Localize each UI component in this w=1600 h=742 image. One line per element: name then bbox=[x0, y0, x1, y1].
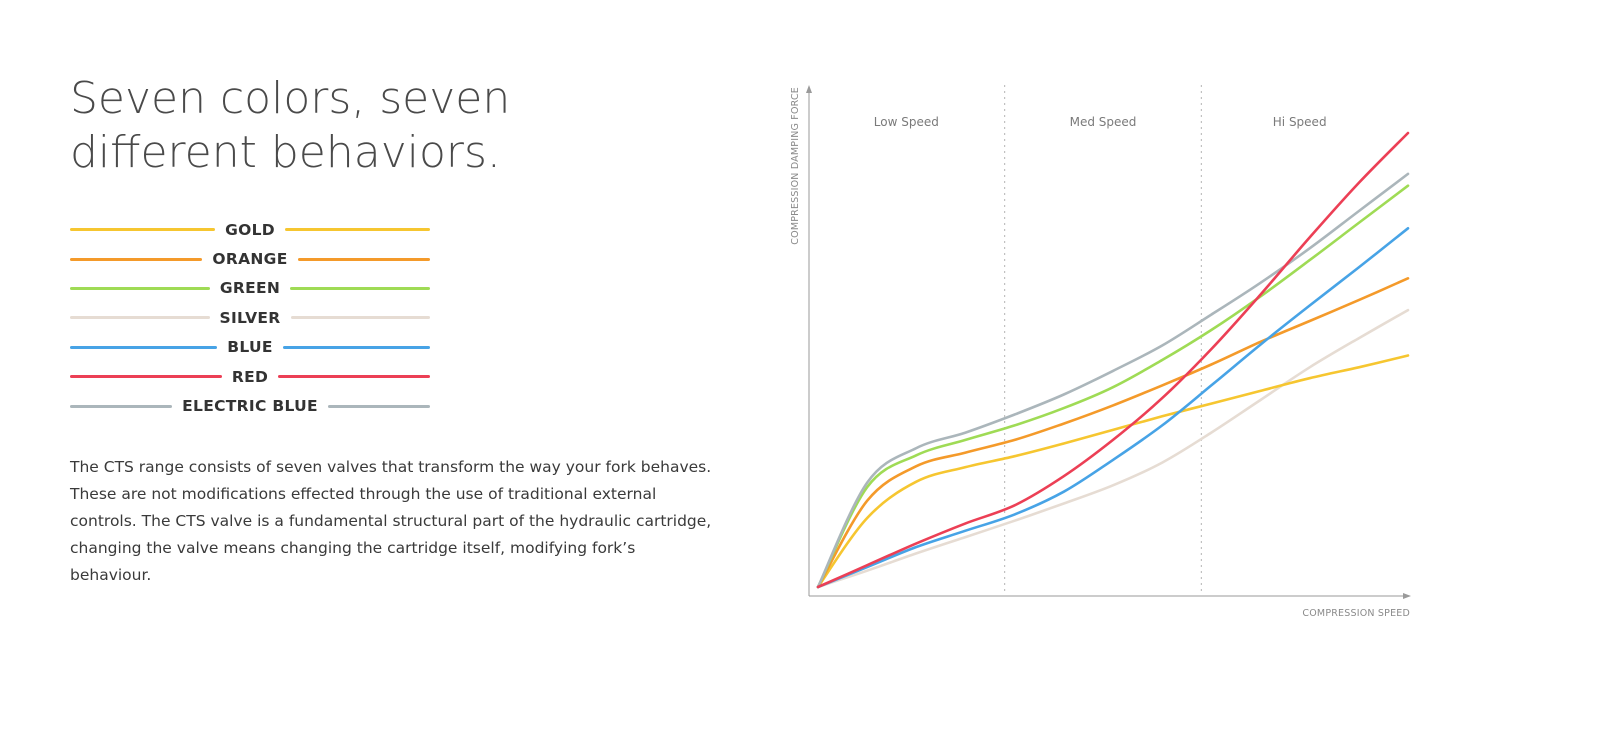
legend-swatch-left bbox=[70, 257, 203, 261]
x-axis-label: COMPRESSION SPEED bbox=[1302, 608, 1410, 619]
legend-item: ORANGE bbox=[70, 244, 431, 273]
legend-label: GOLD bbox=[225, 220, 275, 239]
zone-label: Low Speed bbox=[874, 115, 939, 129]
legend-item: SILVER bbox=[70, 303, 430, 332]
series-line-gold bbox=[816, 354, 1410, 589]
legend-item: GOLD bbox=[70, 215, 430, 244]
series-line-silver bbox=[816, 308, 1410, 589]
valve-color-legend: GOLD ORANGE GREEN SILVER BLUE RED ELECTRIC BLU… bbox=[70, 215, 431, 421]
zone-label: Hi Speed bbox=[1273, 115, 1327, 129]
legend-label: SILVER bbox=[219, 308, 281, 327]
legend-swatch-right bbox=[327, 404, 431, 408]
legend-swatch-left bbox=[70, 404, 173, 408]
x-axis-arrow bbox=[1403, 593, 1411, 599]
series-line-electric-blue bbox=[816, 172, 1410, 589]
damping-chart-svg: Low Speed Med Speed Hi Speed COMPRESSION D… bbox=[790, 85, 1411, 619]
cts-description: The CTS range consists of seven valves t… bbox=[70, 458, 712, 584]
y-axis-label: COMPRESSION DAMPING FORCE bbox=[790, 87, 801, 245]
legend-swatch-left bbox=[70, 316, 210, 320]
legend-swatch-right bbox=[278, 375, 431, 379]
legend-swatch-right bbox=[282, 345, 431, 349]
y-axis-arrow bbox=[806, 85, 812, 93]
series-line-blue bbox=[816, 227, 1410, 589]
chart-axes bbox=[806, 85, 1411, 599]
legend-swatch-left bbox=[70, 286, 210, 290]
legend-swatch-right bbox=[290, 316, 430, 320]
legend-swatch-left bbox=[70, 375, 222, 379]
legend-item: RED bbox=[70, 362, 431, 391]
legend-swatch-left bbox=[70, 345, 218, 349]
series-line-orange bbox=[816, 277, 1410, 589]
speed-zone-dividers bbox=[1004, 85, 1202, 594]
series-lines bbox=[816, 131, 1410, 589]
legend-swatch-right bbox=[284, 228, 430, 232]
legend-label: RED bbox=[231, 367, 269, 386]
zone-label: Med Speed bbox=[1070, 115, 1137, 129]
legend-item: GREEN bbox=[70, 274, 430, 303]
legend-swatch-left bbox=[70, 228, 216, 232]
series-line-red bbox=[816, 131, 1410, 589]
damping-chart: Low Speed Med Speed Hi Speed COMPRESSION D… bbox=[775, 75, 1435, 635]
series-line-green bbox=[816, 184, 1410, 589]
speed-zone-labels: Low Speed Med Speed Hi Speed bbox=[874, 115, 1327, 129]
legend-label: GREEN bbox=[219, 279, 281, 298]
legend-label: BLUE bbox=[227, 338, 273, 357]
legend-swatch-right bbox=[297, 257, 431, 261]
legend-label: ELECTRIC BLUE bbox=[182, 397, 318, 416]
legend-swatch-right bbox=[290, 286, 430, 290]
legend-item: BLUE bbox=[70, 333, 431, 362]
section-headline: Seven colors, seven different behaviors. bbox=[70, 73, 511, 178]
legend-label: ORANGE bbox=[212, 250, 288, 269]
legend-item: ELECTRIC BLUE bbox=[70, 391, 431, 420]
